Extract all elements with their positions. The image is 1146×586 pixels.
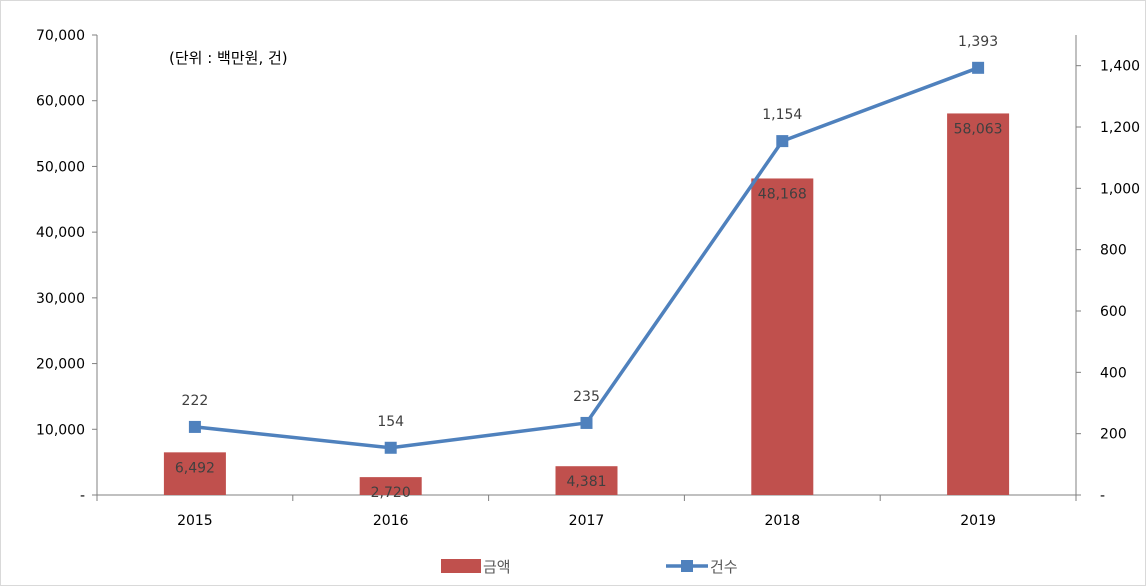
bar-data-label: 4,381 [566,474,606,490]
legend-swatch-bar [441,559,481,573]
x-axis-tick-label: 2019 [960,513,996,529]
right-axis-tick-label: - [1100,488,1105,504]
bar [359,477,422,495]
x-axis-tick-label: 2015 [177,513,213,529]
left-axis-tick-label: - [80,488,85,504]
line-marker [776,135,789,148]
right-axis-tick-label: 400 [1100,365,1127,381]
bar [751,178,814,496]
left-axis-tick-label: 10,000 [36,422,85,438]
legend-label-line: 건수 [710,558,738,576]
bar-data-label: 58,063 [954,121,1003,137]
x-axis-tick-label: 2017 [569,513,605,529]
line-marker [580,416,593,429]
x-axis-tick-label: 2016 [373,513,409,529]
right-axis-tick-label: 1,000 [1100,181,1140,197]
line-data-label: 1,393 [958,34,998,50]
line-series [188,61,985,454]
line-data-label: 235 [573,389,600,405]
left-axis-tick-label: 60,000 [36,94,85,110]
axes: - 10,000 20,000 30,000 40,000 50,000 60,000 70,… [36,28,1140,529]
left-axis-tick-label: 20,000 [36,357,85,373]
line-marker [384,441,397,454]
line-data-label: 222 [182,393,209,409]
legend-label-bar: 금액 [483,558,511,576]
bar [163,452,226,495]
right-axis-tick-label: 200 [1100,427,1127,443]
bar [555,466,618,495]
bar-data-label: 6,492 [175,460,215,476]
legend-swatch-marker [681,560,693,572]
line-data-label: 1,154 [762,107,802,123]
x-axis-tick-label: 2018 [764,513,800,529]
left-axis-tick-label: 40,000 [36,225,85,241]
right-axis-tick-label: 1,400 [1100,59,1140,75]
left-axis-tick-label: 50,000 [36,159,85,175]
data-labels: 6,492 2,720 4,381 48,168 58,063 222 154 235 1,15… [175,34,1003,501]
line-marker [972,61,985,74]
right-axis-tick-label: 600 [1100,304,1127,320]
bar-data-label: 2,720 [371,485,411,501]
right-axis-tick-label: 1,200 [1100,120,1140,136]
left-axis-tick-label: 30,000 [36,291,85,307]
unit-note: (단위 : 백만원, 건) [169,49,288,67]
bar-series [163,113,1010,496]
bar-data-label: 48,168 [758,186,807,202]
right-axis-tick-label: 800 [1100,243,1127,259]
line-marker [188,420,201,433]
legend: 금액 건수 [441,558,738,576]
line-data-label: 154 [377,414,404,430]
left-axis-tick-label: 70,000 [36,28,85,44]
bar [947,113,1010,495]
